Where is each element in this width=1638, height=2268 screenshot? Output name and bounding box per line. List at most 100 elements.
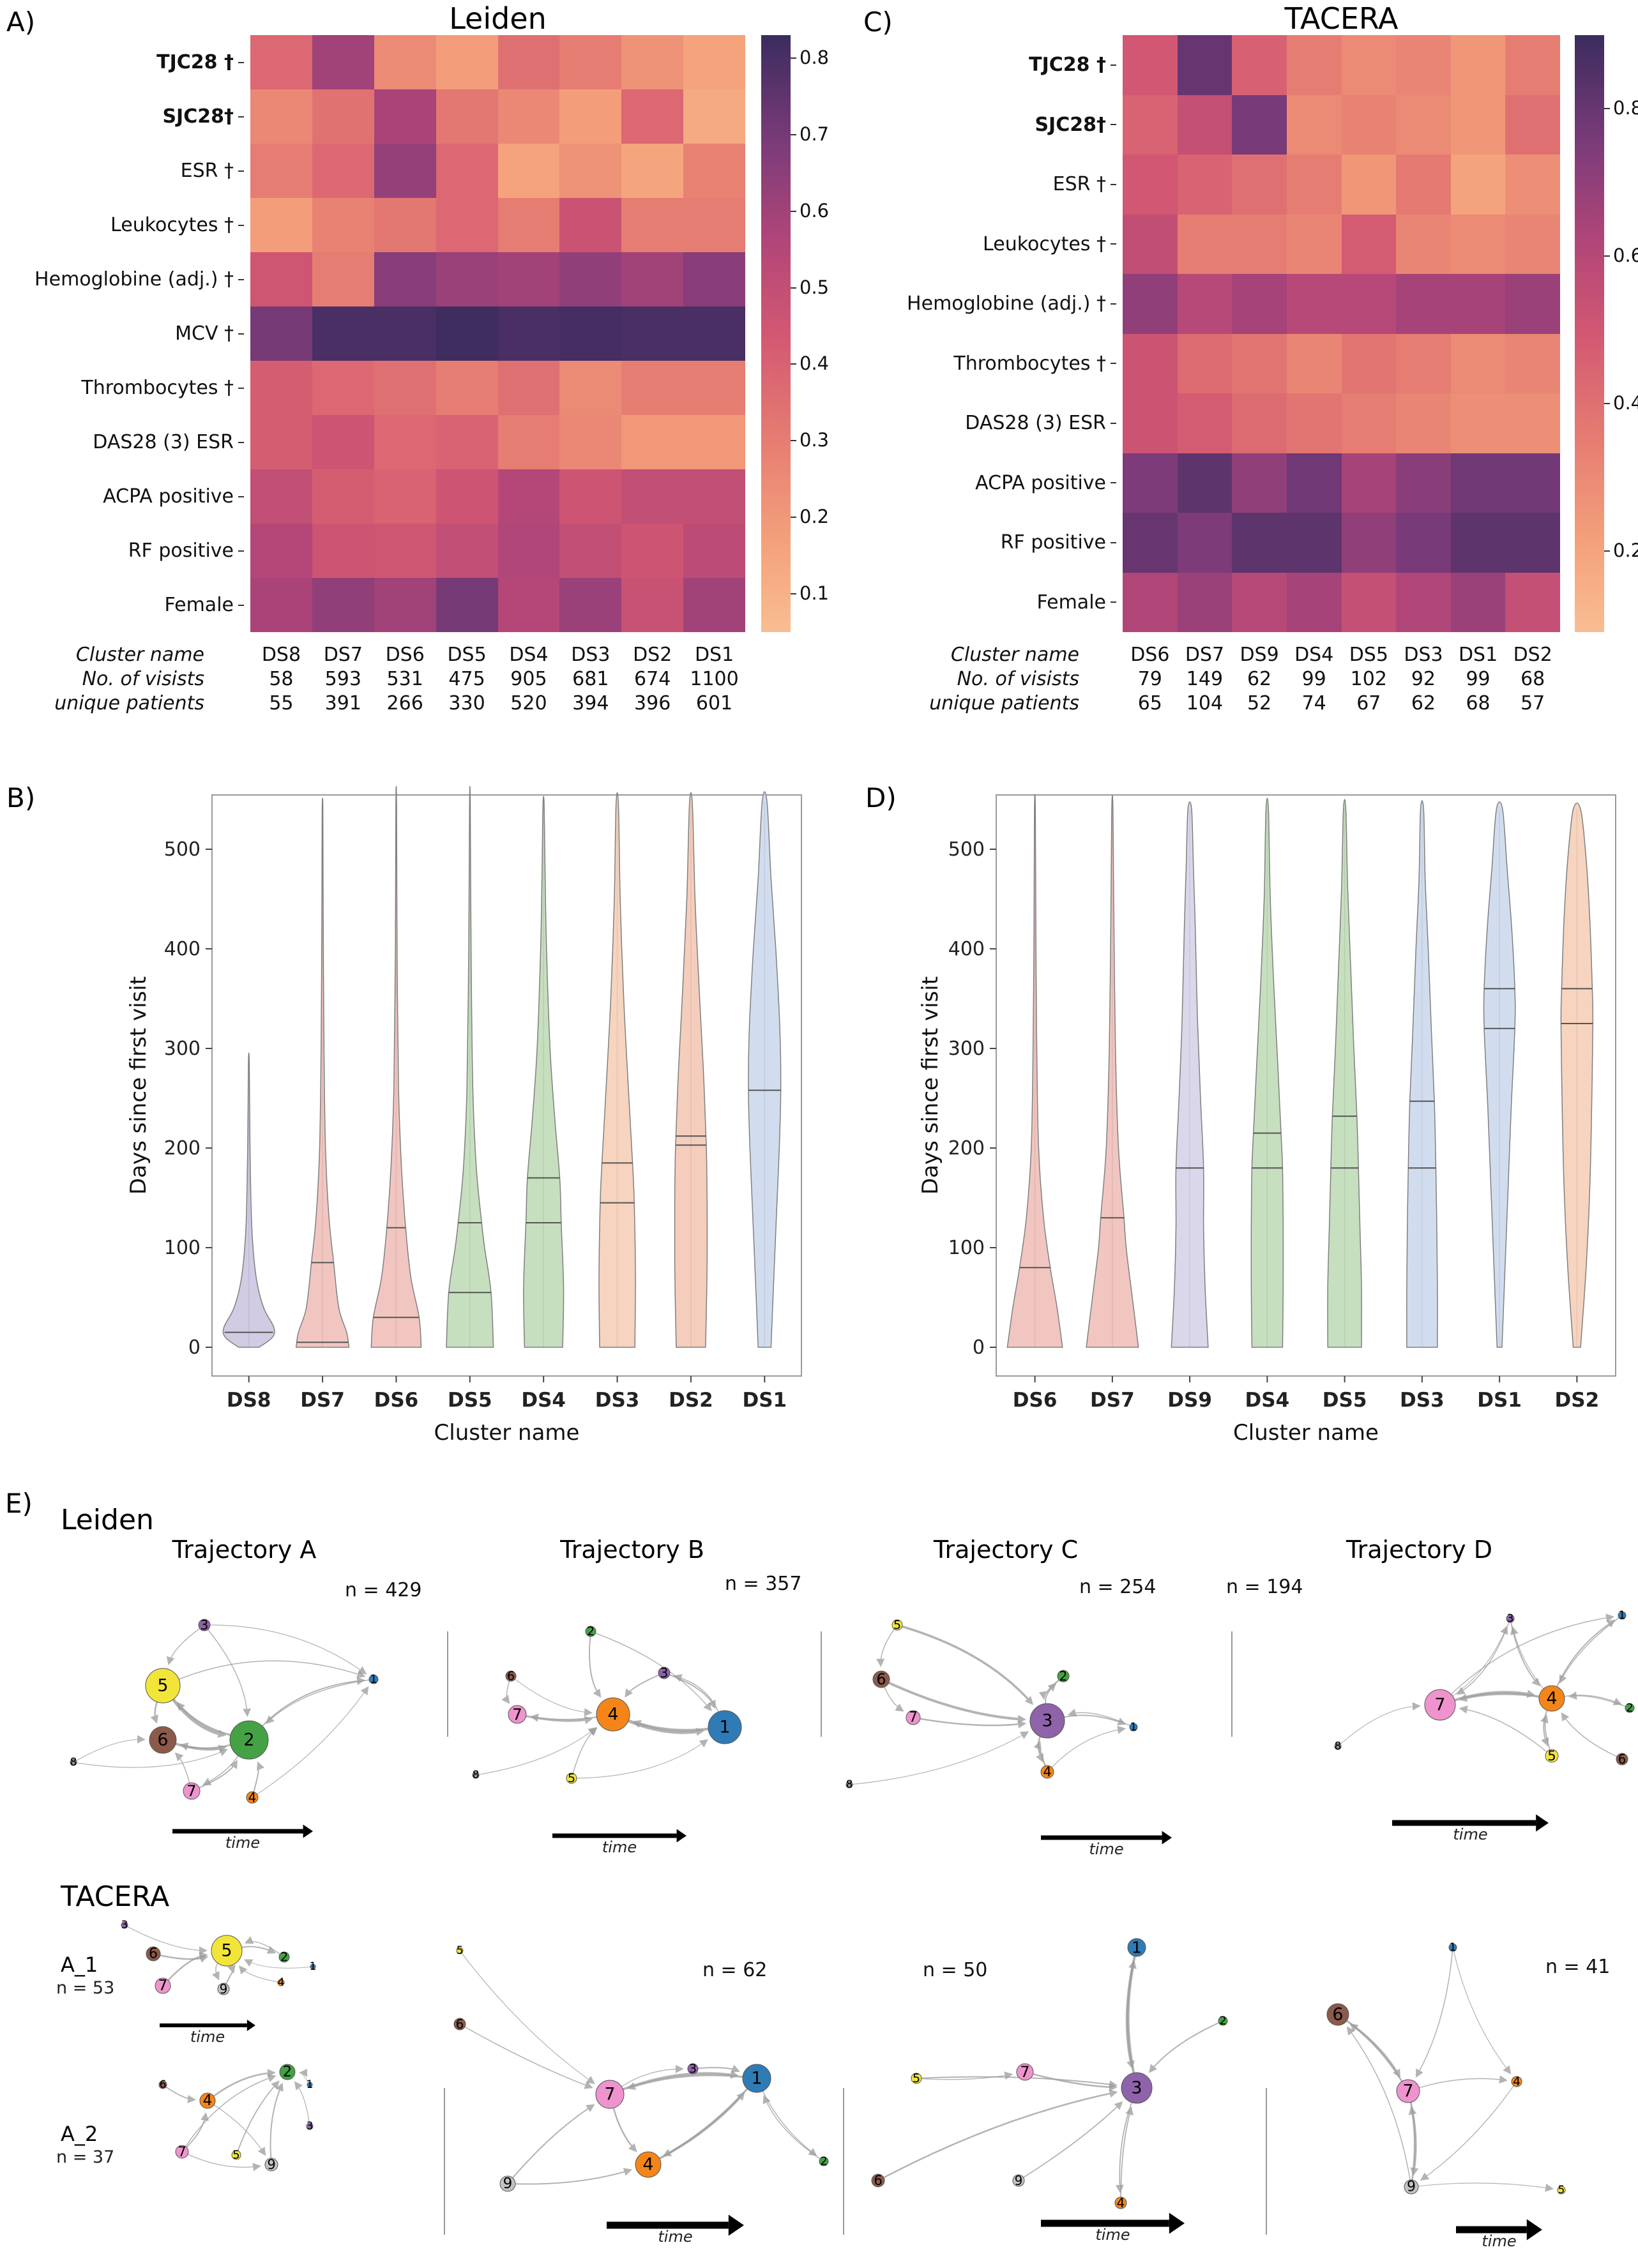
heatmap-cell	[250, 144, 312, 198]
network-edge	[76, 1748, 228, 1768]
network-node-label: 1	[719, 1718, 730, 1737]
network-edge	[595, 1633, 712, 1712]
tacera-a2-network: 6 4 2 7 5 9 3 1	[158, 2064, 314, 2172]
network-node-label: 4	[1117, 2195, 1125, 2211]
network-node	[1625, 1703, 1635, 1713]
network-node-label: 3	[201, 1617, 209, 1633]
heatmap-cell	[312, 524, 374, 578]
network-node-label: 9	[503, 2175, 513, 2192]
network-edge	[1418, 2182, 1554, 2192]
colorbar-tick-label: 0.2	[800, 506, 830, 528]
network-edge	[572, 1727, 598, 1774]
heatmap-cell	[312, 361, 374, 415]
panel-d-label: D)	[865, 782, 897, 813]
violin-shape	[295, 798, 350, 1348]
divider	[444, 2088, 445, 2235]
network-edge	[1033, 1741, 1046, 1767]
heatmap-cell	[1123, 513, 1178, 573]
heatmap-cell	[1177, 155, 1232, 215]
divider	[821, 1631, 822, 1737]
network-node-label: 7	[1020, 2063, 1029, 2081]
heatmap-cell	[1450, 214, 1506, 274]
heatmap-cell	[1232, 572, 1287, 632]
heatmap-footer-value: 520	[510, 692, 547, 714]
heatmap-cell	[559, 524, 622, 578]
heatmap-footer-value: DS5	[447, 644, 487, 666]
network-node	[246, 1791, 259, 1804]
colorbar-tick-label: 0.6	[1613, 245, 1638, 267]
heatmap-cell	[1396, 393, 1451, 453]
heatmap-cell	[1232, 333, 1287, 393]
heatmap-footer-row: DS8 DS7 DS6 DS5 DS4 DS3 DS2 DS1	[250, 644, 745, 666]
time-arrow-head	[1526, 2219, 1542, 2241]
heatmap-cell	[1505, 393, 1560, 453]
network-node	[499, 2175, 516, 2192]
heatmap-cell	[683, 252, 745, 306]
network-node-label: 6	[160, 2078, 167, 2091]
heatmap-cell	[374, 469, 436, 524]
heatmap-cell	[1177, 94, 1232, 155]
network-edge	[199, 1760, 238, 1788]
network-node-label: 8	[70, 1756, 77, 1769]
heatmap-cell	[497, 415, 560, 469]
heatmap-cell	[497, 306, 560, 361]
network-edge	[589, 1636, 602, 1698]
heatmap-cell	[250, 89, 312, 144]
divider	[1231, 1631, 1232, 1737]
time-arrow-head	[676, 1829, 686, 1843]
time-arrow-head	[1536, 1814, 1549, 1832]
colorbar-tick-label: 0.4	[800, 352, 830, 375]
time-label: time	[602, 1838, 637, 1856]
network-edge	[1349, 2023, 1403, 2082]
network-edge	[669, 1674, 716, 1709]
tacera-a1-n-count: n = 53	[56, 1978, 115, 1998]
network-node-label: 9	[267, 2157, 275, 2172]
x-tick-label: DS7	[300, 1389, 345, 1412]
network-node-label: 4	[642, 2155, 653, 2175]
heatmap-row-label: RF positive	[872, 513, 1116, 573]
heatmap-cell	[374, 252, 436, 306]
heatmap-cell	[1286, 214, 1342, 274]
heatmap-cell	[250, 252, 312, 306]
heatmap-cell	[436, 361, 498, 415]
network-edge	[186, 2112, 209, 2148]
network-node-label: 7	[909, 1710, 918, 1726]
network-node-label: 5	[457, 1944, 464, 1957]
heatmap-cell	[1341, 453, 1397, 513]
network-edge	[921, 2076, 1118, 2089]
network-node	[279, 2064, 296, 2080]
network-edge	[1067, 1709, 1130, 1727]
x-tick-label: DS2	[1555, 1389, 1600, 1412]
heatmap-row-label: Thrombocytes †	[0, 361, 244, 415]
network-node-label: 9	[1407, 2179, 1416, 2195]
network-edge	[176, 1702, 231, 1736]
heatmap-cell	[683, 361, 745, 415]
colorbar-tick-mark	[1604, 403, 1610, 405]
heatmap-footer-row: 79 149 62 99 102 92 99 68	[1123, 668, 1560, 690]
heatmap-cell	[312, 252, 374, 306]
colorbar-tick-mark	[791, 57, 796, 59]
network-edge	[211, 1963, 220, 1981]
heatmap-cell	[436, 578, 498, 632]
network-edge	[658, 2092, 745, 2160]
plot-frame	[211, 794, 802, 1377]
heatmap-cell	[436, 144, 498, 198]
time-arrow-head	[1169, 2212, 1185, 2234]
time-arrow-head	[1162, 1831, 1172, 1845]
y-tick-label: 0	[973, 1336, 985, 1359]
network-node	[1218, 2016, 1228, 2026]
heatmap-row-label: Leukocytes †	[0, 198, 244, 252]
heatmap-cell	[250, 361, 312, 415]
network-node-label: 4	[248, 1790, 257, 1805]
network-node	[453, 2018, 466, 2030]
network-edge	[185, 2074, 277, 2147]
heatmap-row-label: Hemoglobine (adj.) †	[0, 252, 244, 306]
heatmap-cell	[683, 35, 745, 89]
network-node	[211, 1935, 243, 1967]
heatmap-cell	[1450, 35, 1506, 95]
network-edge	[243, 1959, 311, 1969]
network-node	[1029, 1703, 1065, 1739]
network-edge	[209, 1624, 367, 1675]
heatmap-footer-value: DS9	[1240, 644, 1279, 666]
network-node	[872, 1670, 890, 1688]
